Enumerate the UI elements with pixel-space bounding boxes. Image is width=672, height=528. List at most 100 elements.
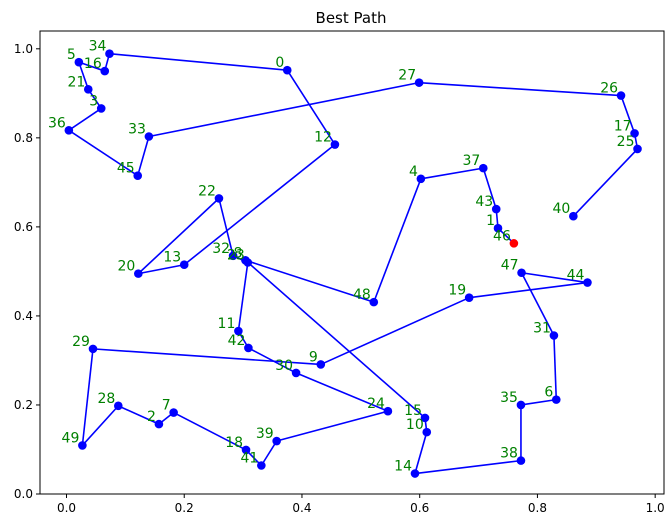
node-marker xyxy=(78,441,87,450)
node-marker xyxy=(630,129,639,138)
node-label: 24 xyxy=(367,396,385,412)
node-label: 9 xyxy=(309,349,318,365)
node-marker xyxy=(291,368,301,378)
node-marker xyxy=(551,395,561,404)
node-marker xyxy=(154,419,164,429)
path-segment xyxy=(286,69,336,145)
path-segment xyxy=(68,129,139,177)
chart-title: Best Path xyxy=(316,9,387,27)
node-marker xyxy=(105,49,114,59)
node-label: 47 xyxy=(501,258,519,274)
path-segment xyxy=(414,459,522,475)
node-marker xyxy=(169,408,178,417)
node-label: 0 xyxy=(275,55,284,71)
path-segment xyxy=(244,259,426,419)
path-segment xyxy=(109,52,288,71)
start-node-marker xyxy=(509,239,519,248)
node-marker xyxy=(516,400,526,410)
node-marker xyxy=(228,251,238,261)
node-label: 30 xyxy=(275,358,293,374)
node-label: 28 xyxy=(97,391,115,407)
node-marker xyxy=(464,293,474,302)
path-segment xyxy=(68,107,102,131)
node-label: 21 xyxy=(67,74,85,90)
node-label: 38 xyxy=(500,446,518,462)
node-label: 20 xyxy=(117,259,135,275)
node-label: 6 xyxy=(544,385,553,401)
y-tick-label: 0.4 xyxy=(14,309,33,323)
node-label: 43 xyxy=(475,194,493,210)
node-marker xyxy=(64,125,74,135)
plot-area: 0123456789101112131415161718192021222324… xyxy=(48,39,642,478)
node-label: 34 xyxy=(89,39,107,55)
node-label: 17 xyxy=(614,118,632,134)
path-segment xyxy=(620,95,636,134)
node-label: 40 xyxy=(553,201,571,217)
node-marker xyxy=(100,66,110,76)
x-tick-label: 0.8 xyxy=(528,501,547,515)
path-segment xyxy=(92,348,321,366)
node-label: 42 xyxy=(228,333,246,349)
node-marker xyxy=(493,223,503,233)
path-segment xyxy=(482,167,497,210)
node-label: 23 xyxy=(227,248,245,264)
node-label: 19 xyxy=(448,283,466,299)
y-tick-label: 0.2 xyxy=(14,398,33,412)
node-label: 3 xyxy=(89,93,98,109)
x-tick-label: 0.4 xyxy=(292,501,311,515)
path-segment xyxy=(260,440,278,466)
node-marker xyxy=(549,331,559,340)
y-tick-label: 0.0 xyxy=(14,487,33,501)
node-marker xyxy=(422,427,432,437)
node-marker xyxy=(369,297,379,307)
path-segment xyxy=(78,61,90,90)
node-label: 49 xyxy=(62,430,80,446)
node-marker xyxy=(569,211,578,221)
node-label: 8 xyxy=(234,245,243,261)
path-segment xyxy=(148,81,420,138)
node-label: 13 xyxy=(163,250,181,266)
path-segment xyxy=(81,348,94,446)
node-marker xyxy=(316,360,326,369)
node-marker xyxy=(96,104,106,113)
node-marker xyxy=(214,194,224,203)
path-segment xyxy=(245,259,375,303)
node-label: 1 xyxy=(486,213,495,229)
node-label: 5 xyxy=(67,47,76,63)
node-label: 4 xyxy=(409,164,418,180)
node-marker xyxy=(88,344,98,354)
path-segment xyxy=(320,296,470,366)
path-segment xyxy=(237,262,249,332)
node-label: 15 xyxy=(404,403,422,419)
path-segment xyxy=(276,410,389,442)
node-label: 41 xyxy=(241,451,259,467)
path-segment xyxy=(419,81,622,97)
path-segment xyxy=(469,281,588,299)
node-label: 35 xyxy=(500,390,518,406)
node-marker xyxy=(517,268,526,278)
node-label: 16 xyxy=(84,56,102,72)
node-label: 18 xyxy=(225,435,243,451)
path-segment xyxy=(295,372,389,412)
path-segment xyxy=(520,398,557,406)
node-label: 27 xyxy=(398,68,416,84)
path-segment xyxy=(414,431,428,474)
y-tick-label: 1.0 xyxy=(14,42,33,56)
path-segment xyxy=(572,148,639,217)
node-marker xyxy=(516,456,526,465)
axes: 0.0 0.2 0.4 0.6 0.8 1.0 0.0 0.2 0.4 0.6 0.8 1.0 xyxy=(14,30,665,515)
node-marker xyxy=(133,171,143,180)
y-tick-label: 0.8 xyxy=(14,131,33,145)
path-segment xyxy=(218,198,234,257)
node-label: 7 xyxy=(162,398,171,414)
node-marker xyxy=(241,445,251,455)
node-label: 32 xyxy=(212,241,230,257)
x-tick-label: 0.2 xyxy=(175,501,194,515)
node-marker xyxy=(272,436,281,446)
plot-frame xyxy=(39,30,665,495)
node-marker xyxy=(243,258,253,267)
path-segment xyxy=(373,178,422,303)
node-label: 29 xyxy=(72,334,90,350)
node-label: 11 xyxy=(218,316,236,332)
